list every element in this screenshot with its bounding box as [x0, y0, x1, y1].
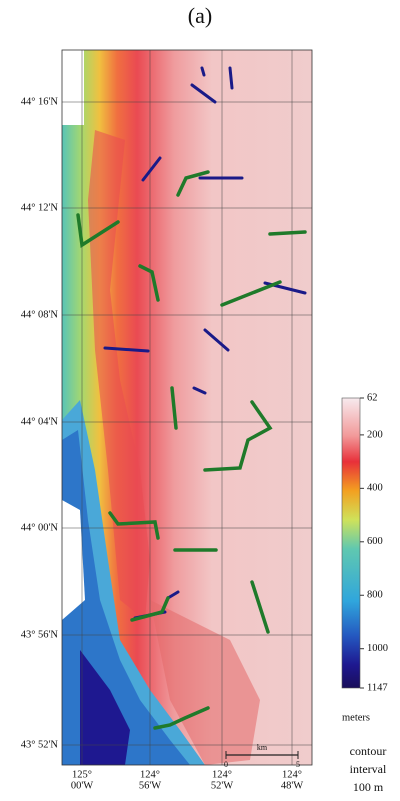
contour-note: interval [350, 762, 387, 776]
scale-end: 5 [296, 760, 300, 769]
colorbar-tick-label: 62 [367, 392, 378, 403]
latitude-label: 44° 00'N [21, 522, 59, 533]
longitude-label: 52'W [211, 780, 233, 791]
map-figure: (a) [0, 0, 400, 796]
colorbar-tick-label: 600 [367, 536, 383, 547]
colorbar-tick-label: 200 [367, 429, 383, 440]
longitude-label: 124° [282, 769, 302, 780]
latitude-label: 43° 56'N [21, 629, 59, 640]
scale-label: km [257, 743, 268, 752]
colorbar-tick-label: 800 [367, 590, 383, 601]
longitude-label: 125° [72, 769, 92, 780]
bathymetry-image [62, 50, 312, 765]
figure-title: (a) [188, 3, 212, 28]
latitude-label: 43° 52'N [21, 739, 59, 750]
longitude-label: 124° [140, 769, 160, 780]
longitude-label: 124° [212, 769, 232, 780]
colorbar-label: meters [342, 712, 370, 723]
latitude-label: 44° 16'N [21, 96, 59, 107]
colorbar-tick-label: 1147 [367, 682, 388, 693]
scale-start: 0 [224, 760, 228, 769]
colorbar-tick-label: 400 [367, 483, 383, 494]
latitude-label: 44° 04'N [21, 416, 59, 427]
longitude-label: 00'W [71, 780, 93, 791]
longitude-label: 56'W [139, 780, 161, 791]
contour-note: 100 m [353, 780, 384, 794]
latitude-label: 44° 08'N [21, 309, 59, 320]
colorbar [342, 398, 360, 688]
colorbar-tick-label: 1000 [367, 643, 388, 654]
longitude-label: 48'W [281, 780, 303, 791]
latitude-label: 44° 12'N [21, 202, 59, 213]
contour-note: contour [350, 744, 387, 758]
